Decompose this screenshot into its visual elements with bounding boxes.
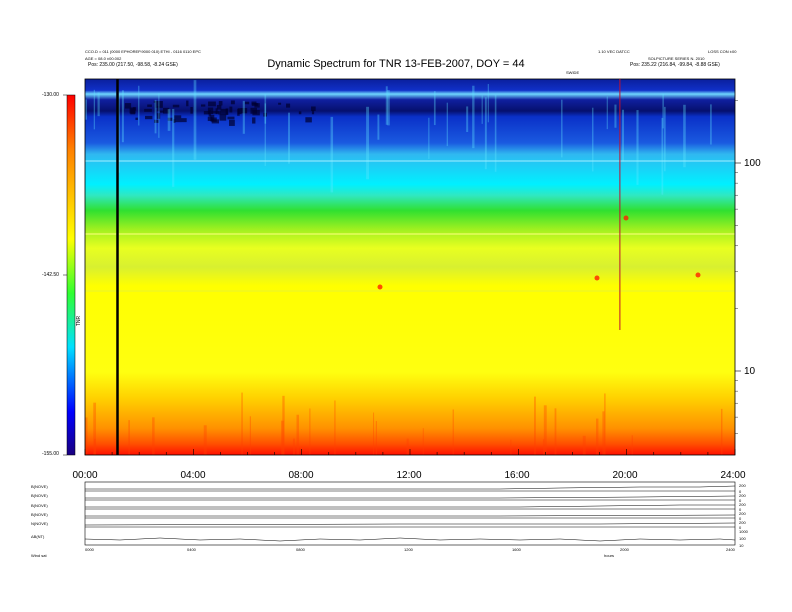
top-marker-label: SWIDE bbox=[566, 70, 580, 75]
panel-label-6: ΔB(NT) bbox=[31, 534, 45, 539]
header-left-line-3: Pos: 235.00 (217.50, -98.58, -8.24 GSE) bbox=[88, 62, 178, 68]
header-right-line-3: SOLPICTURE SERIES N. 2010 bbox=[648, 56, 705, 61]
panel-4-tick-lo: 0 bbox=[739, 516, 742, 521]
panel-4-tick-hi: 200 bbox=[739, 511, 746, 516]
panel-5-tick-hi: 200 bbox=[739, 520, 746, 525]
bottom-center-label: hours bbox=[604, 553, 615, 558]
chart-title: Dynamic Spectrum for TNR 13-FEB-2007, DO… bbox=[267, 58, 525, 70]
panel-label-5: N(NOVE) bbox=[31, 521, 48, 526]
colorbar-tick-bottom: -155.00 bbox=[42, 451, 59, 457]
x-tick-1: 04:00 bbox=[180, 470, 206, 481]
x-tick-3: 12:00 bbox=[396, 470, 422, 481]
panel-2-tick-lo: 0 bbox=[739, 498, 742, 503]
spectrogram-streaks bbox=[85, 80, 735, 455]
y-tick-100: 100 bbox=[744, 158, 761, 169]
bottom-tick-2: 0800 bbox=[296, 547, 305, 552]
header-left-line-2: AGE = 08.0 ±00.002 bbox=[85, 56, 122, 61]
panel-label-1: B(NOVE) bbox=[31, 484, 48, 489]
bottom-left-label: Wind sat bbox=[31, 553, 47, 558]
panel-3-tick-hi: 200 bbox=[739, 502, 746, 507]
panel-label-4: B(NOVE) bbox=[31, 512, 48, 517]
panel-1-tick-hi: 200 bbox=[739, 483, 746, 488]
panel-6-tick-2: 100 bbox=[739, 536, 746, 541]
colorbar bbox=[66, 94, 76, 456]
header-right-line-4: Pos: 235.22 (216.84, -99.84, -8.88 GSE) bbox=[630, 62, 720, 68]
panel-6-tick-3: 10 bbox=[739, 543, 744, 548]
header-right-line-2: LOSS CON ±00 bbox=[708, 49, 737, 54]
panel-3-tick-lo: 0 bbox=[739, 507, 742, 512]
panel-1-tick-lo: 0 bbox=[739, 489, 742, 494]
x-tick-0: 00:00 bbox=[72, 470, 98, 481]
panel-label-2: B(NOVE) bbox=[31, 493, 48, 498]
header-right-line-1: 1.10 VEC DATCC bbox=[598, 49, 630, 54]
bottom-tick-0: 0000 bbox=[85, 547, 94, 552]
bottom-tick-6: 2400 bbox=[726, 547, 735, 552]
panel-2-tick-hi: 200 bbox=[739, 493, 746, 498]
bottom-tick-5: 2000 bbox=[620, 547, 629, 552]
bottom-tick-3: 1200 bbox=[404, 547, 413, 552]
x-tick-4: 16:00 bbox=[504, 470, 530, 481]
x-tick-6: 24:00 bbox=[720, 470, 746, 481]
header-left-line-1: CCO.D = 011 (0000 EPHOREP.9000 010) ETHI… bbox=[85, 49, 201, 54]
x-tick-5: 20:00 bbox=[612, 470, 638, 481]
panel-6-tick-1: 1000 bbox=[739, 529, 748, 534]
panel-label-3: B(NOVE) bbox=[31, 503, 48, 508]
y-tick-10: 10 bbox=[744, 366, 756, 377]
colorbar-tick-mid: -142.50 bbox=[42, 272, 59, 278]
colorbar-tick-top: -130.00 bbox=[42, 92, 59, 98]
x-tick-2: 08:00 bbox=[288, 470, 314, 481]
panel-5-tick-lo: 0 bbox=[739, 525, 742, 530]
bottom-tick-1: 0400 bbox=[187, 547, 196, 552]
lower-panels bbox=[84, 481, 736, 546]
spectrogram-image bbox=[85, 79, 735, 455]
bottom-tick-4: 1600 bbox=[512, 547, 521, 552]
